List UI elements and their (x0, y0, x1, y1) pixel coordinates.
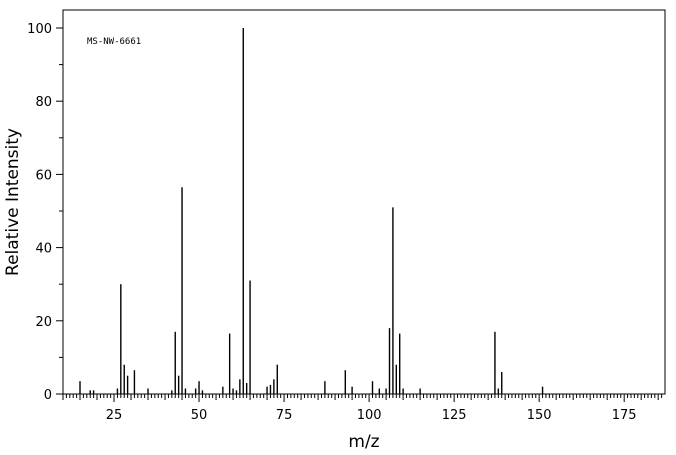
x-axis-ticks: 25 50 75 100 125 150 175 (62, 394, 663, 423)
y-tick-label: 20 (35, 315, 52, 330)
x-tick-label: 75 (276, 408, 293, 423)
y-axis-ticks: 0 20 40 60 80 100 (27, 22, 63, 403)
plot-frame (62, 9, 666, 395)
x-tick-label: 100 (357, 408, 382, 423)
y-tick-label: 80 (35, 95, 52, 110)
y-tick-label: 40 (35, 242, 52, 257)
spectrum-peaks (79, 28, 544, 394)
y-tick-label: 100 (27, 22, 52, 37)
x-tick-label: 150 (527, 408, 552, 423)
y-tick-label: 60 (35, 168, 52, 183)
x-tick-label: 25 (106, 408, 123, 423)
y-tick-label: 0 (44, 388, 52, 403)
spectrum-code: MS-NW-6661 (87, 37, 141, 47)
y-axis-title: Relative Intensity (3, 128, 23, 276)
x-axis-title: m/z (348, 432, 379, 452)
x-tick-label: 125 (442, 408, 467, 423)
x-tick-label: 175 (612, 408, 637, 423)
x-tick-label: 50 (191, 408, 208, 423)
